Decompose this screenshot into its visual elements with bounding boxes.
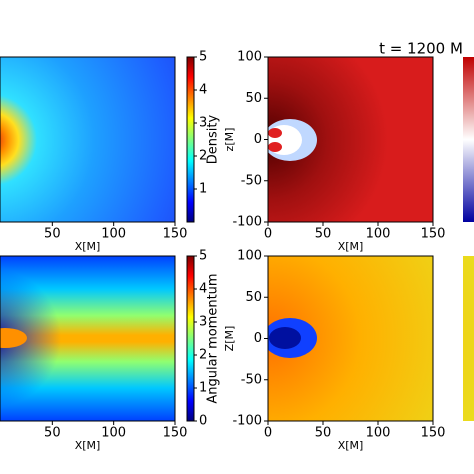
y-tick-label: 50: [245, 290, 262, 305]
colorbar-tick-label: 3: [199, 116, 207, 131]
x-tick-label: 150: [421, 227, 446, 242]
colorbar-tick-label: 3: [199, 315, 207, 330]
x-axis-label: X[M]: [75, 439, 101, 452]
colorbar-tick-label: 4: [199, 282, 207, 297]
y-tick-label: 0: [254, 132, 262, 147]
panel-title: t = 1200 M: [379, 40, 463, 58]
x-axis-label: X[M]: [338, 240, 364, 253]
x-tick-label: 150: [163, 227, 188, 242]
x-tick-label: 100: [101, 426, 126, 441]
colorbar-tick-label: 2: [199, 149, 207, 164]
colorbar-tick-label: 2: [199, 348, 207, 363]
colorbar-tick-label: 0: [199, 414, 207, 429]
x-tick-label: 100: [101, 227, 126, 242]
x-tick-label: 50: [315, 426, 332, 441]
x-tick-label: 0: [264, 227, 272, 242]
x-tick-label: 150: [421, 426, 446, 441]
colorbar-frame: [186, 255, 195, 422]
heatmap-field: [0, 57, 474, 421]
x-tick-label: 50: [315, 227, 332, 242]
plot-frame: [0, 255, 176, 422]
plot-frame: [0, 56, 176, 223]
y-tick-label: 100: [237, 50, 262, 65]
x-tick-label: 50: [44, 227, 61, 242]
y-tick-label: -50: [241, 372, 262, 387]
colorbar-frame: [186, 56, 195, 223]
colorbar-tick-label: 1: [199, 381, 207, 396]
x-tick-label: 100: [366, 426, 391, 441]
y-axis-label: Z[M]: [223, 326, 236, 352]
colorbar-tick-label: 5: [199, 50, 207, 65]
colorbar-tick-label: 5: [199, 249, 207, 264]
x-tick-label: 150: [163, 426, 188, 441]
x-axis-label: X[M]: [338, 439, 364, 452]
x-tick-label: 100: [366, 227, 391, 242]
x-tick-label: 50: [44, 426, 61, 441]
colorbar-tick-label: 1: [199, 182, 207, 197]
y-tick-label: 50: [245, 91, 262, 106]
y-tick-label: -100: [232, 414, 262, 429]
y-tick-label: -100: [232, 215, 262, 230]
colorbar-tick-label: 4: [199, 83, 207, 98]
x-tick-label: 0: [264, 426, 272, 441]
x-axis-label: X[M]: [75, 240, 101, 253]
colorbar-label: Angular momentum: [206, 273, 221, 403]
y-axis-label: z[M]: [223, 128, 236, 152]
colorbar-label: Density: [206, 114, 221, 164]
y-tick-label: 100: [237, 249, 262, 264]
y-tick-label: 0: [254, 331, 262, 346]
y-tick-label: -50: [241, 173, 262, 188]
